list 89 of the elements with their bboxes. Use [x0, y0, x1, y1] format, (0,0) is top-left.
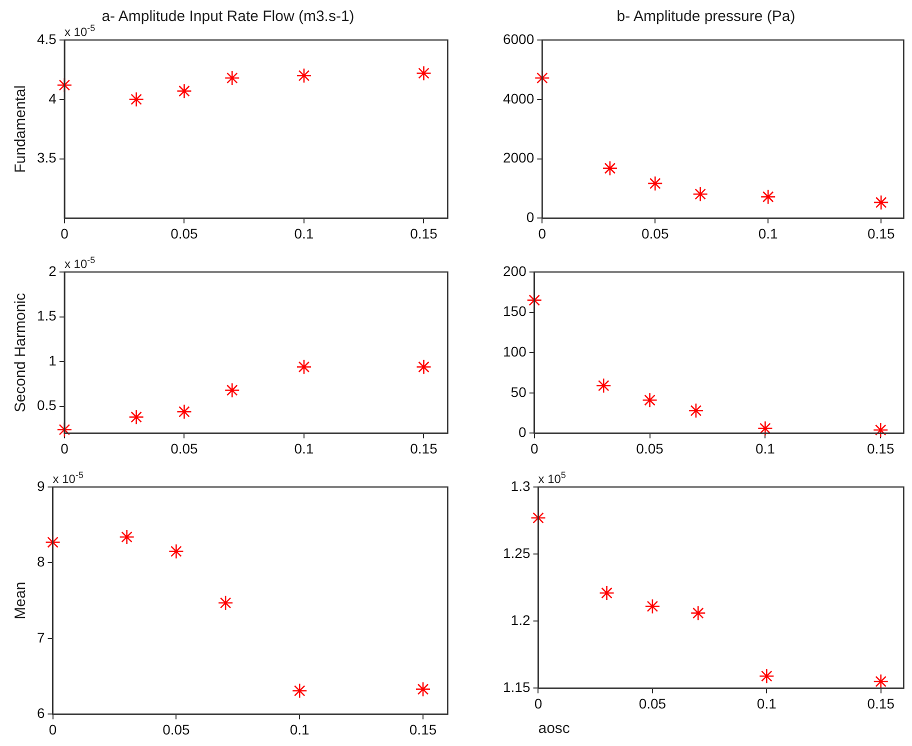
point: [647, 176, 663, 192]
point: [415, 682, 431, 697]
chart-title: b- Amplitude pressure (Pa): [616, 8, 796, 26]
x-tick-label: 0.05: [636, 440, 664, 456]
chart-title: a- Amplitude Input Rate Flow (m3.s-1): [102, 8, 354, 26]
point: [759, 668, 774, 684]
y-tick-label: 50: [510, 384, 527, 400]
x-tick-label: 0.15: [867, 695, 895, 712]
x-tick-label: 0.15: [409, 721, 437, 738]
x-tick-label: 0.1: [294, 225, 314, 242]
x-tick-label: 0.05: [642, 225, 669, 242]
y-tick-label: 4000: [502, 90, 534, 106]
point: [760, 189, 776, 204]
y-axis-title: Fundamental: [12, 85, 30, 173]
point: [596, 378, 612, 394]
point: [872, 422, 888, 438]
y-tick-label: 7: [36, 629, 45, 646]
point: [218, 595, 234, 611]
point: [128, 92, 144, 108]
y-tick-label: 0.5: [36, 397, 57, 414]
point: [224, 382, 240, 398]
x-tick-label: 0.05: [170, 440, 198, 456]
x-tick-label: 0.15: [410, 440, 438, 456]
text: x 10$^{-5}$: [64, 23, 96, 39]
y-tick-label: 1.5: [36, 308, 57, 324]
y-tick-label: 1: [48, 352, 57, 368]
point: [530, 510, 546, 526]
point: [56, 422, 72, 438]
y-tick-label: 3.5: [36, 150, 57, 166]
y-axis-title: Mean: [12, 582, 30, 620]
text: x 10$^{-5}$: [64, 255, 96, 271]
x-tick-label: 0: [60, 225, 69, 242]
x-tick-label: 0.1: [755, 440, 776, 456]
point: [602, 160, 618, 176]
point: [292, 683, 308, 698]
y-tick-label: 1.25: [503, 544, 530, 561]
point: [296, 359, 312, 375]
text: x 10$^{5}$: [538, 470, 566, 486]
y-axis-title: Second Harmonic: [12, 292, 30, 412]
x-tick-label: 0.05: [638, 695, 666, 712]
point: [873, 674, 889, 690]
point: [168, 544, 184, 560]
point: [599, 585, 614, 601]
point: [128, 409, 144, 425]
y-tick-label: 150: [503, 303, 527, 320]
x-axis-title: aosc: [538, 720, 570, 738]
point: [176, 83, 192, 99]
y-tick-label: 1.2: [510, 612, 530, 628]
x-tick-label: 0.05: [170, 225, 198, 242]
y-tick-label: 2: [48, 262, 57, 279]
point: [416, 359, 432, 375]
x-tick-label: 0: [60, 440, 69, 456]
point: [119, 529, 134, 545]
point: [692, 186, 708, 202]
y-tick-label: 4: [48, 90, 57, 106]
x-tick-label: 0.1: [294, 440, 314, 456]
x-tick-label: 0.15: [866, 440, 894, 456]
point: [690, 605, 706, 621]
point: [758, 420, 773, 436]
y-tick-label: 2000: [502, 150, 534, 166]
y-tick-label: 200: [503, 262, 527, 279]
y-tick-label: 0: [526, 209, 534, 226]
point: [642, 392, 658, 408]
x-tick-label: 0.05: [162, 721, 190, 738]
x-tick-label: 0.15: [410, 225, 438, 242]
point: [644, 598, 660, 614]
x-tick-label: 0.1: [758, 225, 778, 242]
x-tick-label: 0.1: [290, 721, 310, 738]
y-tick-label: 8: [36, 554, 45, 570]
x-tick-label: 0.1: [756, 695, 777, 712]
y-tick-label: 9: [36, 478, 45, 494]
point: [873, 194, 889, 210]
y-tick-label: 0: [518, 424, 527, 440]
point: [296, 68, 312, 84]
y-tick-label: 1.15: [503, 679, 530, 696]
point: [176, 404, 192, 420]
point: [416, 66, 432, 81]
text: x 10$^{-5}$: [52, 470, 84, 486]
point: [688, 402, 704, 418]
point: [224, 70, 240, 86]
y-tick-label: 1.3: [510, 478, 530, 494]
y-tick-label: 100: [503, 343, 527, 360]
point: [56, 77, 72, 93]
x-tick-label: 0: [538, 225, 546, 242]
y-tick-label: 6: [36, 705, 45, 722]
y-tick-label: 4.5: [36, 30, 57, 47]
y-tick-label: 6000: [502, 30, 534, 47]
point: [45, 534, 60, 550]
x-tick-label: 0.15: [867, 225, 895, 242]
